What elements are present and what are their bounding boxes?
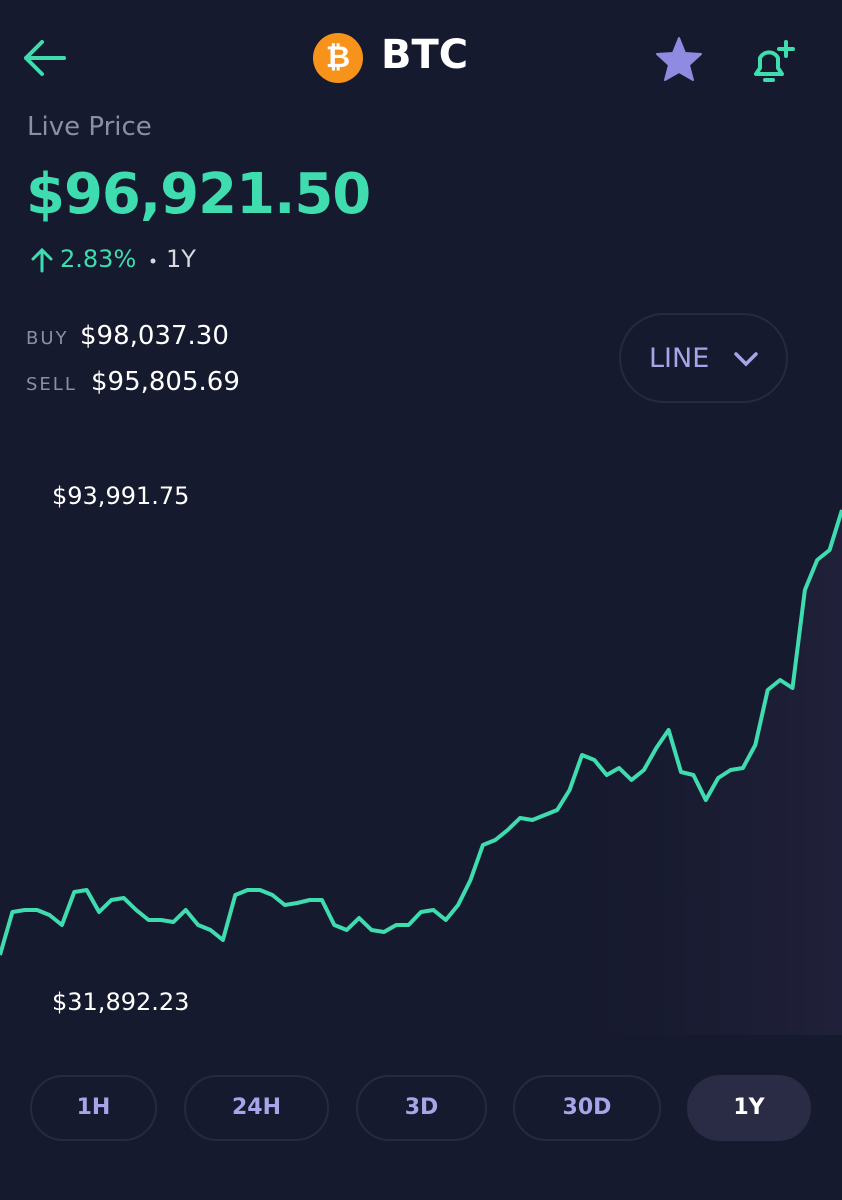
sell-label: SELL: [26, 374, 77, 395]
y-extreme-label: $93,991.75: [52, 482, 189, 510]
price-chart: $31,892.23 $93,991.75: [0, 482, 842, 1035]
buy-label: BUY: [26, 328, 69, 349]
sell-value: $95,805.69: [91, 367, 240, 397]
range-button[interactable]: 30D: [513, 1075, 661, 1141]
range-button[interactable]: 24H: [184, 1075, 329, 1141]
range-button[interactable]: 1H: [30, 1075, 157, 1141]
area-shade: [0, 510, 842, 1035]
range-button[interactable]: 1Y: [687, 1075, 811, 1141]
up-arrow: [31, 247, 53, 273]
price-change: 2.83%: [60, 245, 137, 273]
coin-icon: ₿: [313, 33, 363, 83]
chart-style-dropdown[interactable]: LINE: [619, 313, 788, 403]
alert-button[interactable]: [748, 38, 798, 86]
range-button[interactable]: 3D: [356, 1075, 487, 1141]
price: $96,921.50: [26, 162, 371, 227]
buy-value: $98,037.30: [80, 321, 229, 351]
chevron: [734, 352, 758, 367]
live-price-label: Live Price: [27, 112, 152, 142]
price-period: 1Y: [166, 245, 196, 273]
favorite-button[interactable]: [655, 36, 703, 82]
back-button[interactable]: [22, 38, 68, 78]
price-line: [0, 509, 842, 956]
title: BTC: [381, 32, 469, 78]
y-extreme-label: $31,892.23: [52, 988, 189, 1016]
chart-style-label: LINE: [649, 343, 710, 374]
separator-dot: [150, 258, 156, 264]
